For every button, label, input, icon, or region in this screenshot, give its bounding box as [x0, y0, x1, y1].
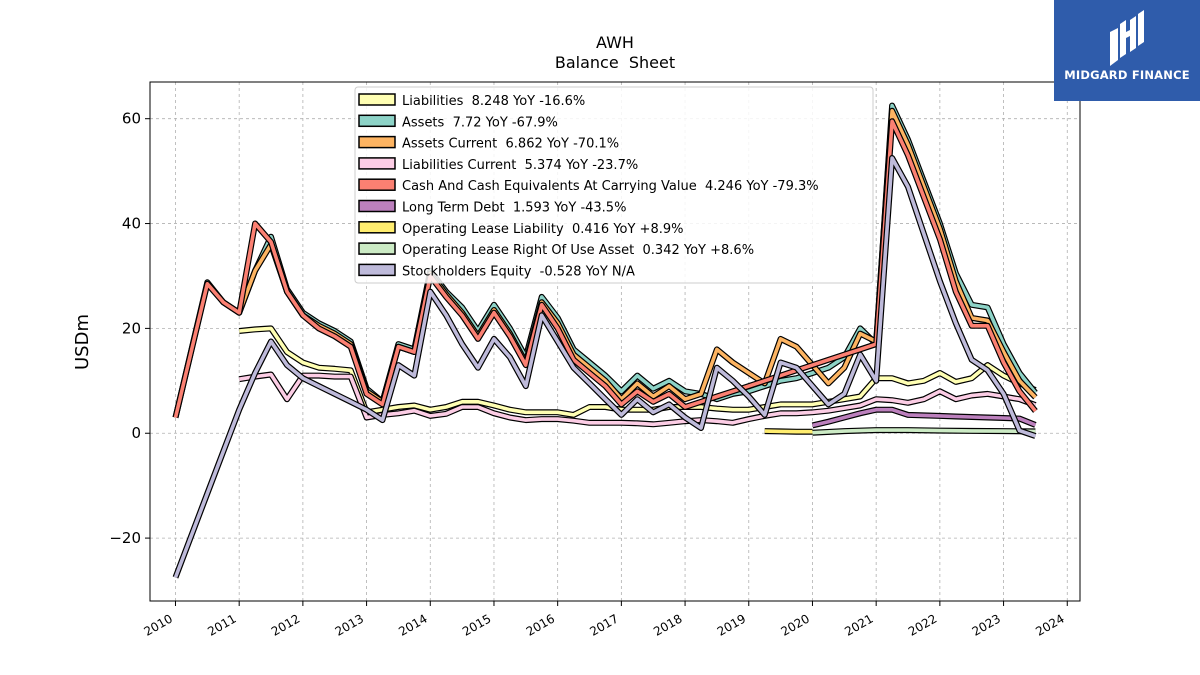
legend-label: Operating Lease Right Of Use Asset 0.342…: [402, 243, 754, 258]
x-tick-label: 2022: [906, 611, 939, 638]
x-tick-label: 2013: [333, 611, 366, 638]
y-tick-label: 0: [131, 424, 141, 442]
x-tick-label: 2023: [970, 611, 1003, 638]
legend-swatch: [358, 93, 396, 106]
y-tick-label: 40: [122, 215, 141, 233]
x-tick-label: 2018: [651, 611, 684, 638]
legend-swatch: [358, 114, 396, 128]
series-line: [812, 428, 1036, 435]
legend-swatch: [358, 178, 396, 191]
legend-swatch: [358, 242, 396, 255]
legend-label: Operating Lease Liability 0.416 YoY +8.9…: [402, 222, 683, 237]
chart-title: AWH: [596, 33, 634, 52]
series-line: [173, 119, 1037, 418]
series-operating-lease-right-of-use-asset: [812, 427, 1036, 436]
y-axis-label: USDm: [72, 314, 93, 370]
x-tick-label: 2014: [396, 611, 429, 638]
x-tick-label: 2021: [842, 611, 875, 638]
x-tick-label: 2015: [460, 611, 493, 638]
x-tick-label: 2017: [587, 611, 620, 638]
series-stockholders-equity: [172, 155, 1037, 579]
x-tick-label: 2011: [205, 611, 238, 638]
x-tick-label: 2020: [779, 611, 812, 638]
y-tick-label: −20: [109, 529, 141, 547]
legend-label: Liabilities Current 5.374 YoY -23.7%: [402, 158, 638, 173]
chart-legend: Liabilities 8.248 YoY -16.6% Assets 7.72 …: [354, 86, 874, 284]
legend-label: Cash And Cash Equivalents At Carrying Va…: [402, 179, 819, 194]
series-long-term-debt: [811, 406, 1037, 429]
brand-name: MIDGARD FINANCE: [1064, 68, 1190, 82]
legend-label: Assets 7.72 YoY -67.9%: [402, 115, 558, 130]
legend-label: Long Term Debt 1.593 YoY -43.5%: [402, 201, 626, 216]
series-cash-and-cash-equivalents-at-carrying-value: [172, 118, 1038, 419]
plot-area-frame: [149, 81, 1081, 602]
y-tick-label: 20: [122, 319, 141, 337]
x-tick-label: 2024: [1033, 611, 1066, 638]
legend-label: Stockholders Equity -0.528 YoY N/A: [402, 264, 635, 279]
legend-swatch: [358, 135, 396, 149]
legend-swatch: [358, 199, 396, 213]
x-tick-label: 2016: [524, 611, 557, 638]
legend-frame: [354, 86, 874, 284]
series-line: [812, 407, 1037, 428]
y-tick-label: 60: [122, 110, 141, 128]
legend-label: Assets Current 6.862 YoY -70.1%: [402, 137, 619, 152]
legend-swatch: [358, 263, 396, 277]
series-line: [764, 429, 813, 434]
brand-logo: MIDGARD FINANCE: [1054, 0, 1200, 101]
series-operating-lease-liability: [764, 428, 813, 435]
legend-swatch: [358, 221, 396, 234]
chart-subtitle: Balance Sheet: [555, 53, 675, 72]
midgard-logo-icon: [1110, 10, 1144, 66]
x-tick-label: 2010: [142, 611, 175, 638]
legend-label: Liabilities 8.248 YoY -16.6%: [402, 94, 585, 109]
legend-swatch: [358, 157, 396, 170]
x-tick-label: 2012: [269, 611, 302, 638]
series-line: [173, 156, 1036, 579]
x-tick-label: 2019: [715, 611, 748, 638]
series-lines: [172, 102, 1038, 579]
